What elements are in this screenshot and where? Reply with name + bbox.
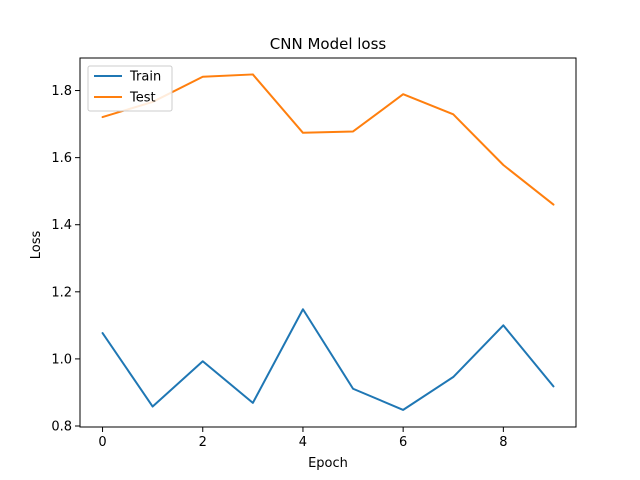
series-line-train	[101, 308, 555, 411]
x-tick-label: 8	[499, 435, 507, 450]
y-tick-label: 1.2	[51, 285, 72, 300]
chart-title: CNN Model loss	[270, 35, 387, 53]
x-axis-ticks: 0 2 4 6 8	[98, 427, 507, 450]
y-tick-label: 1.0	[51, 352, 72, 367]
series-layer	[101, 73, 555, 411]
y-tick-label: 1.4	[51, 218, 72, 233]
legend-box	[87, 65, 173, 112]
axes-frame	[79, 57, 577, 428]
legend-label-train: Train	[129, 70, 161, 85]
y-axis-label: Loss	[29, 231, 44, 260]
y-tick-label: 1.8	[51, 84, 72, 99]
legend-label-test: Test	[129, 91, 156, 106]
x-tick-label: 2	[199, 435, 207, 450]
y-tick-label: 0.8	[51, 419, 72, 434]
legend: Train Test	[87, 65, 173, 112]
x-tick-label: 4	[299, 435, 307, 450]
x-tick-label: 0	[98, 435, 106, 450]
plot-area: 0 2 4 6 8 0.8 1.0 1.2 1.4 1.6 1.8 Train Test	[51, 57, 577, 450]
x-axis-label: Epoch	[308, 456, 348, 471]
x-tick-label: 6	[399, 435, 407, 450]
series-line-test	[101, 73, 555, 206]
y-tick-label: 1.6	[51, 151, 72, 166]
y-axis-ticks: 0.8 1.0 1.2 1.4 1.6 1.8	[51, 84, 80, 434]
